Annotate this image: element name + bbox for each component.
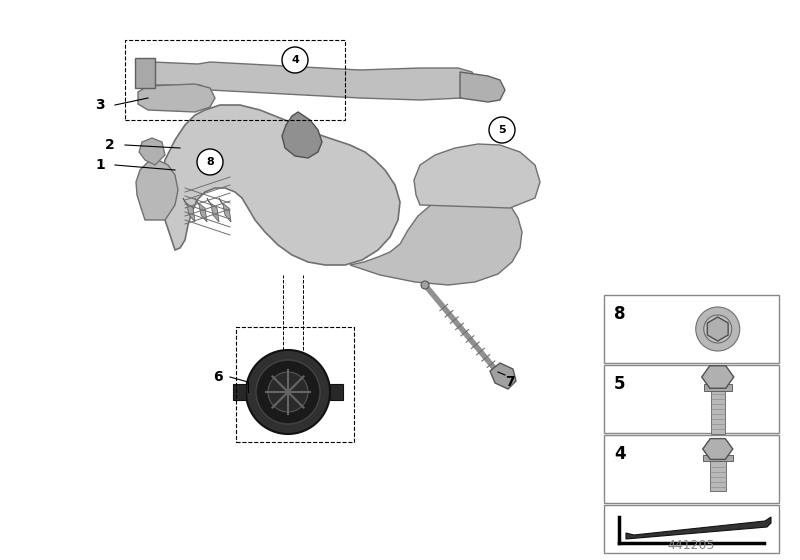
Polygon shape <box>195 198 207 222</box>
Polygon shape <box>136 160 178 220</box>
Bar <box>702 455 733 461</box>
Polygon shape <box>490 363 516 389</box>
Polygon shape <box>135 58 155 88</box>
Circle shape <box>268 372 308 412</box>
Circle shape <box>282 47 308 73</box>
Text: 7: 7 <box>505 375 515 389</box>
Text: 5: 5 <box>498 125 506 135</box>
Circle shape <box>246 350 330 434</box>
Bar <box>604 295 779 363</box>
Bar <box>604 505 779 553</box>
Circle shape <box>489 117 515 143</box>
Polygon shape <box>139 138 165 165</box>
Polygon shape <box>207 198 219 222</box>
Polygon shape <box>702 366 734 388</box>
Polygon shape <box>183 198 195 222</box>
Text: 8: 8 <box>206 157 214 167</box>
Text: 4: 4 <box>614 445 626 463</box>
Text: 6: 6 <box>213 370 223 384</box>
Polygon shape <box>626 517 771 539</box>
Text: 441205: 441205 <box>668 539 715 552</box>
Polygon shape <box>219 198 231 222</box>
Circle shape <box>704 315 732 343</box>
Bar <box>710 389 725 434</box>
Polygon shape <box>707 317 728 341</box>
Text: 8: 8 <box>614 305 626 323</box>
Bar <box>704 384 732 391</box>
Bar <box>236 327 354 442</box>
Circle shape <box>696 307 740 351</box>
Polygon shape <box>233 384 246 400</box>
Polygon shape <box>460 72 505 102</box>
Polygon shape <box>282 112 322 158</box>
Polygon shape <box>702 438 733 459</box>
Bar <box>604 435 779 503</box>
Bar <box>604 365 779 433</box>
Circle shape <box>421 281 429 289</box>
Circle shape <box>256 360 320 424</box>
Text: 5: 5 <box>614 375 626 393</box>
Text: 2: 2 <box>105 138 115 152</box>
Polygon shape <box>142 62 478 100</box>
Text: 1: 1 <box>95 158 105 172</box>
Polygon shape <box>138 84 215 112</box>
Text: 3: 3 <box>95 98 105 112</box>
Polygon shape <box>160 105 400 265</box>
Polygon shape <box>414 144 540 208</box>
Circle shape <box>197 149 223 175</box>
Bar <box>710 459 726 491</box>
Polygon shape <box>330 384 343 400</box>
Polygon shape <box>350 190 522 285</box>
Text: 4: 4 <box>291 55 299 65</box>
Bar <box>125 40 345 120</box>
